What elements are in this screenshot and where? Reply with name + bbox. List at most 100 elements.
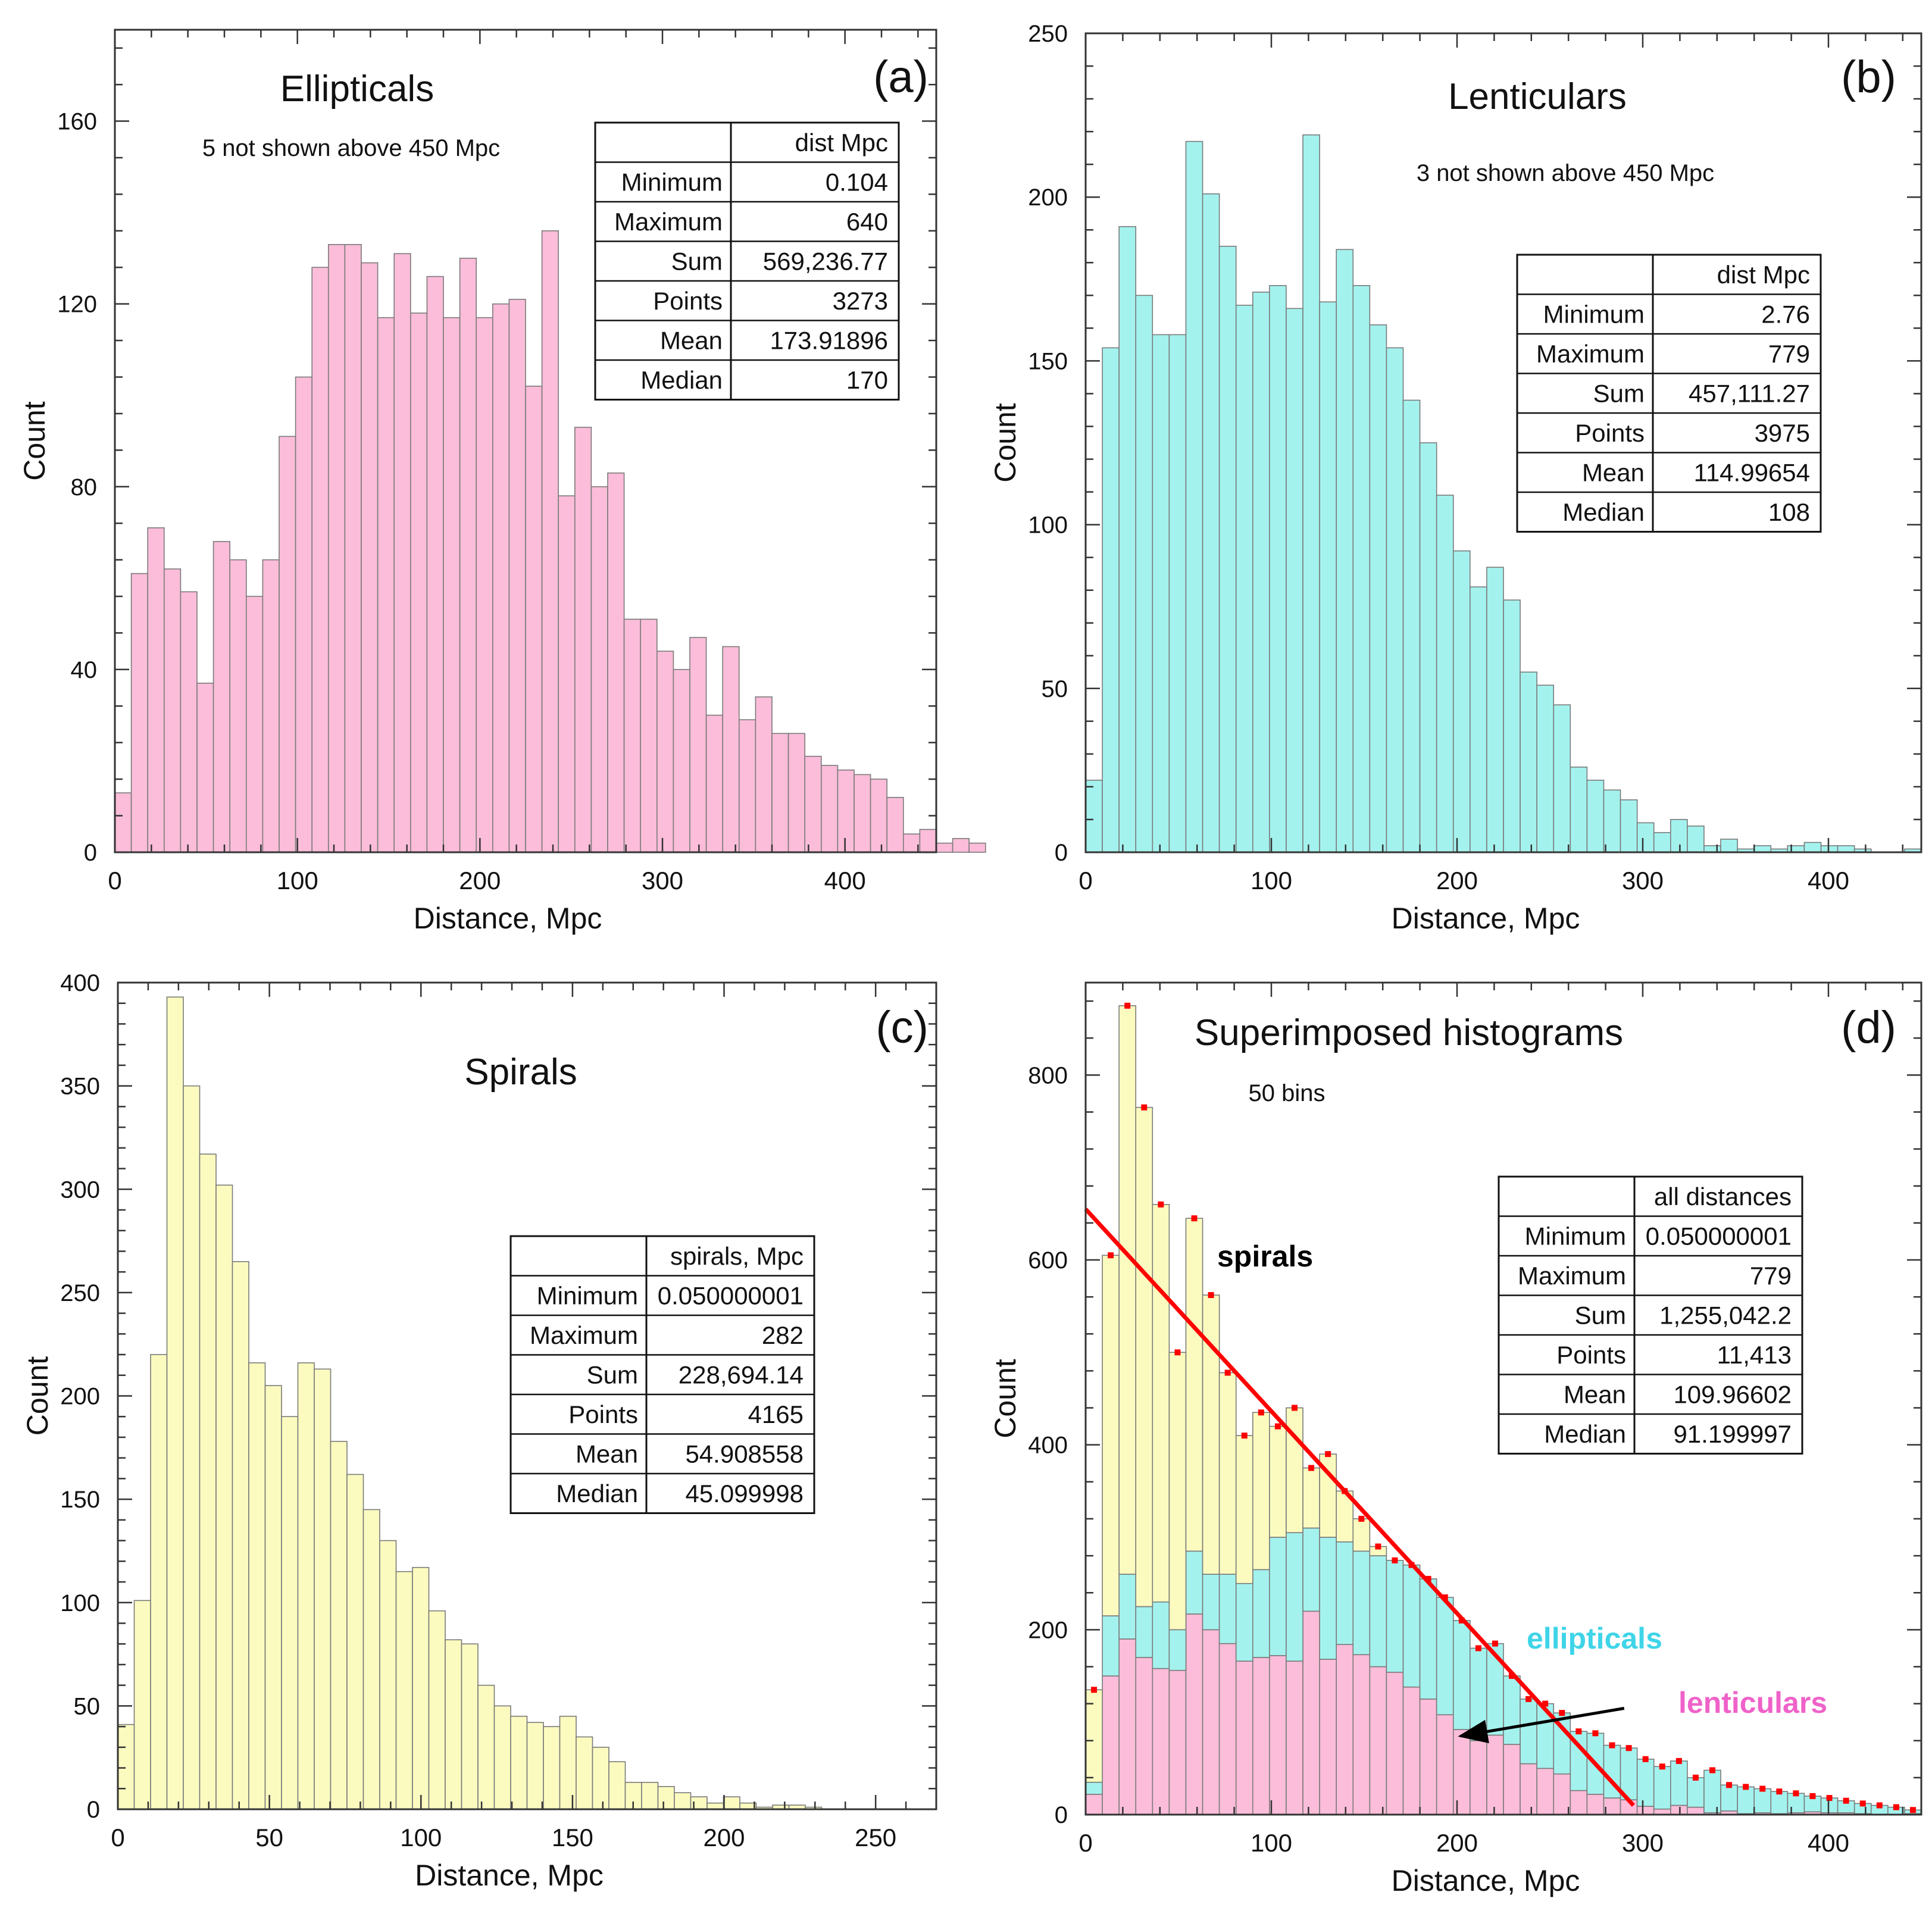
histogram-bar (1336, 249, 1354, 853)
histogram-bar (804, 755, 822, 853)
total-count-marker (1292, 1405, 1298, 1411)
total-count-marker (1425, 1575, 1431, 1582)
bar-lenticulars (1152, 1668, 1170, 1815)
total-count-marker (1124, 1002, 1131, 1009)
bar-lenticulars (1687, 1806, 1705, 1815)
total-count-marker (1859, 1800, 1866, 1807)
total-count-marker (1358, 1515, 1365, 1522)
x-tick-label: 400 (1808, 867, 1849, 895)
histogram-bar (1202, 193, 1220, 853)
annotation-lenticulars: lenticulars (1678, 1686, 1827, 1719)
total-count-marker (1692, 1774, 1699, 1781)
histogram-bar (279, 436, 296, 853)
stats-table-value: 4165 (748, 1400, 804, 1428)
histogram-bar (705, 714, 723, 853)
histogram-bar (1520, 671, 1537, 853)
bar-lenticulars (1269, 1655, 1287, 1815)
histogram-bar (623, 618, 641, 853)
bar-ellipticals (1152, 1601, 1170, 1669)
bar-ellipticals (1436, 1597, 1454, 1716)
histogram-bar (245, 596, 264, 853)
histogram-bar (114, 792, 132, 853)
bar-lenticulars (1419, 1699, 1437, 1815)
histogram-bar (886, 797, 904, 853)
histogram-bar (608, 1761, 626, 1810)
bar-ellipticals (1670, 1760, 1688, 1806)
stats-table-label: Mean (1564, 1381, 1626, 1409)
histogram-bar (1636, 822, 1655, 853)
histogram-bar (1319, 301, 1337, 853)
histogram-bar (409, 312, 428, 853)
y-tick-label: 40 (71, 657, 98, 683)
stats-table-value: 1,255,042.2 (1659, 1302, 1792, 1330)
bar-spirals (1168, 1352, 1187, 1631)
histogram-bar (1185, 140, 1203, 853)
x-tick-label: 300 (642, 867, 683, 895)
lenticulars-arrow (1458, 1706, 1625, 1744)
y-tick-label: 120 (57, 292, 97, 318)
stats-table-value: 0.050000001 (1646, 1222, 1792, 1250)
histogram-bar (787, 733, 805, 853)
bar-ellipticals (1636, 1759, 1655, 1807)
total-count-marker (1308, 1465, 1315, 1471)
chart-title: Ellipticals (280, 68, 434, 110)
stats-table-value: 11,413 (1717, 1341, 1792, 1369)
histogram-bar (574, 427, 592, 853)
y-tick-label: 150 (1028, 348, 1068, 374)
histogram-bar (311, 267, 329, 853)
y-axis-label: Count (989, 403, 1022, 483)
bar-lenticulars (1352, 1654, 1371, 1815)
histogram-bar (1352, 285, 1371, 853)
bar-lenticulars (1503, 1744, 1521, 1815)
histogram-bar (1436, 495, 1454, 853)
histogram-bar (1252, 292, 1270, 853)
histogram-bar (1452, 550, 1471, 853)
histogram-bar (590, 486, 608, 853)
x-tick-label: 0 (111, 1824, 124, 1852)
stats-table-value: 108 (1768, 498, 1810, 526)
bar-spirals (1302, 1467, 1320, 1529)
histogram-bar (1570, 767, 1588, 853)
histogram-bar (1553, 704, 1571, 853)
bar-ellipticals (1218, 1574, 1237, 1644)
total-count-marker (1091, 1687, 1098, 1693)
stats-table-label: Minimum (537, 1282, 638, 1310)
total-count-marker (1642, 1756, 1649, 1762)
bar-ellipticals (1720, 1784, 1738, 1812)
bar-spirals (1352, 1518, 1371, 1552)
x-tick-label: 200 (459, 867, 501, 895)
total-count-marker (1675, 1757, 1682, 1764)
y-tick-label: 150 (60, 1487, 100, 1513)
x-tick-label: 400 (1808, 1829, 1849, 1857)
y-tick-label: 0 (84, 840, 97, 866)
y-tick-label: 0 (87, 1797, 100, 1823)
bar-spirals (1252, 1412, 1270, 1571)
plot-frame (1084, 981, 1922, 1816)
histogram-bar (281, 1416, 299, 1810)
stats-table-value: 173.91896 (770, 327, 888, 355)
stats-table-header: dist Mpc (1717, 261, 1810, 289)
stats-table-label: Points (1556, 1341, 1626, 1369)
bar-ellipticals (1520, 1699, 1537, 1765)
total-count-marker (1809, 1793, 1816, 1799)
histogram-bar (1118, 226, 1137, 853)
plot-frame (1084, 32, 1922, 853)
x-tick-label: 400 (824, 867, 866, 895)
histogram-bar (706, 1802, 724, 1810)
histogram-bar (952, 838, 970, 853)
histogram-bar (541, 230, 559, 853)
bar-ellipticals (1452, 1620, 1471, 1730)
bar-lenticulars (1486, 1734, 1504, 1815)
stats-table-value: 282 (762, 1321, 804, 1349)
trend-line (1084, 1208, 1635, 1807)
total-count-marker (1274, 1423, 1281, 1430)
y-axis-label: Count (989, 1359, 1022, 1438)
y-tick-label: 800 (1028, 1062, 1068, 1089)
histogram-bar (1653, 832, 1671, 853)
stats-table-header: dist Mpc (795, 129, 888, 157)
x-axis-label: Distance, Mpc (1392, 902, 1580, 935)
y-tick-label: 300 (60, 1177, 100, 1203)
stats-table-label: Maximum (530, 1321, 638, 1349)
histogram-bar (1503, 599, 1521, 853)
